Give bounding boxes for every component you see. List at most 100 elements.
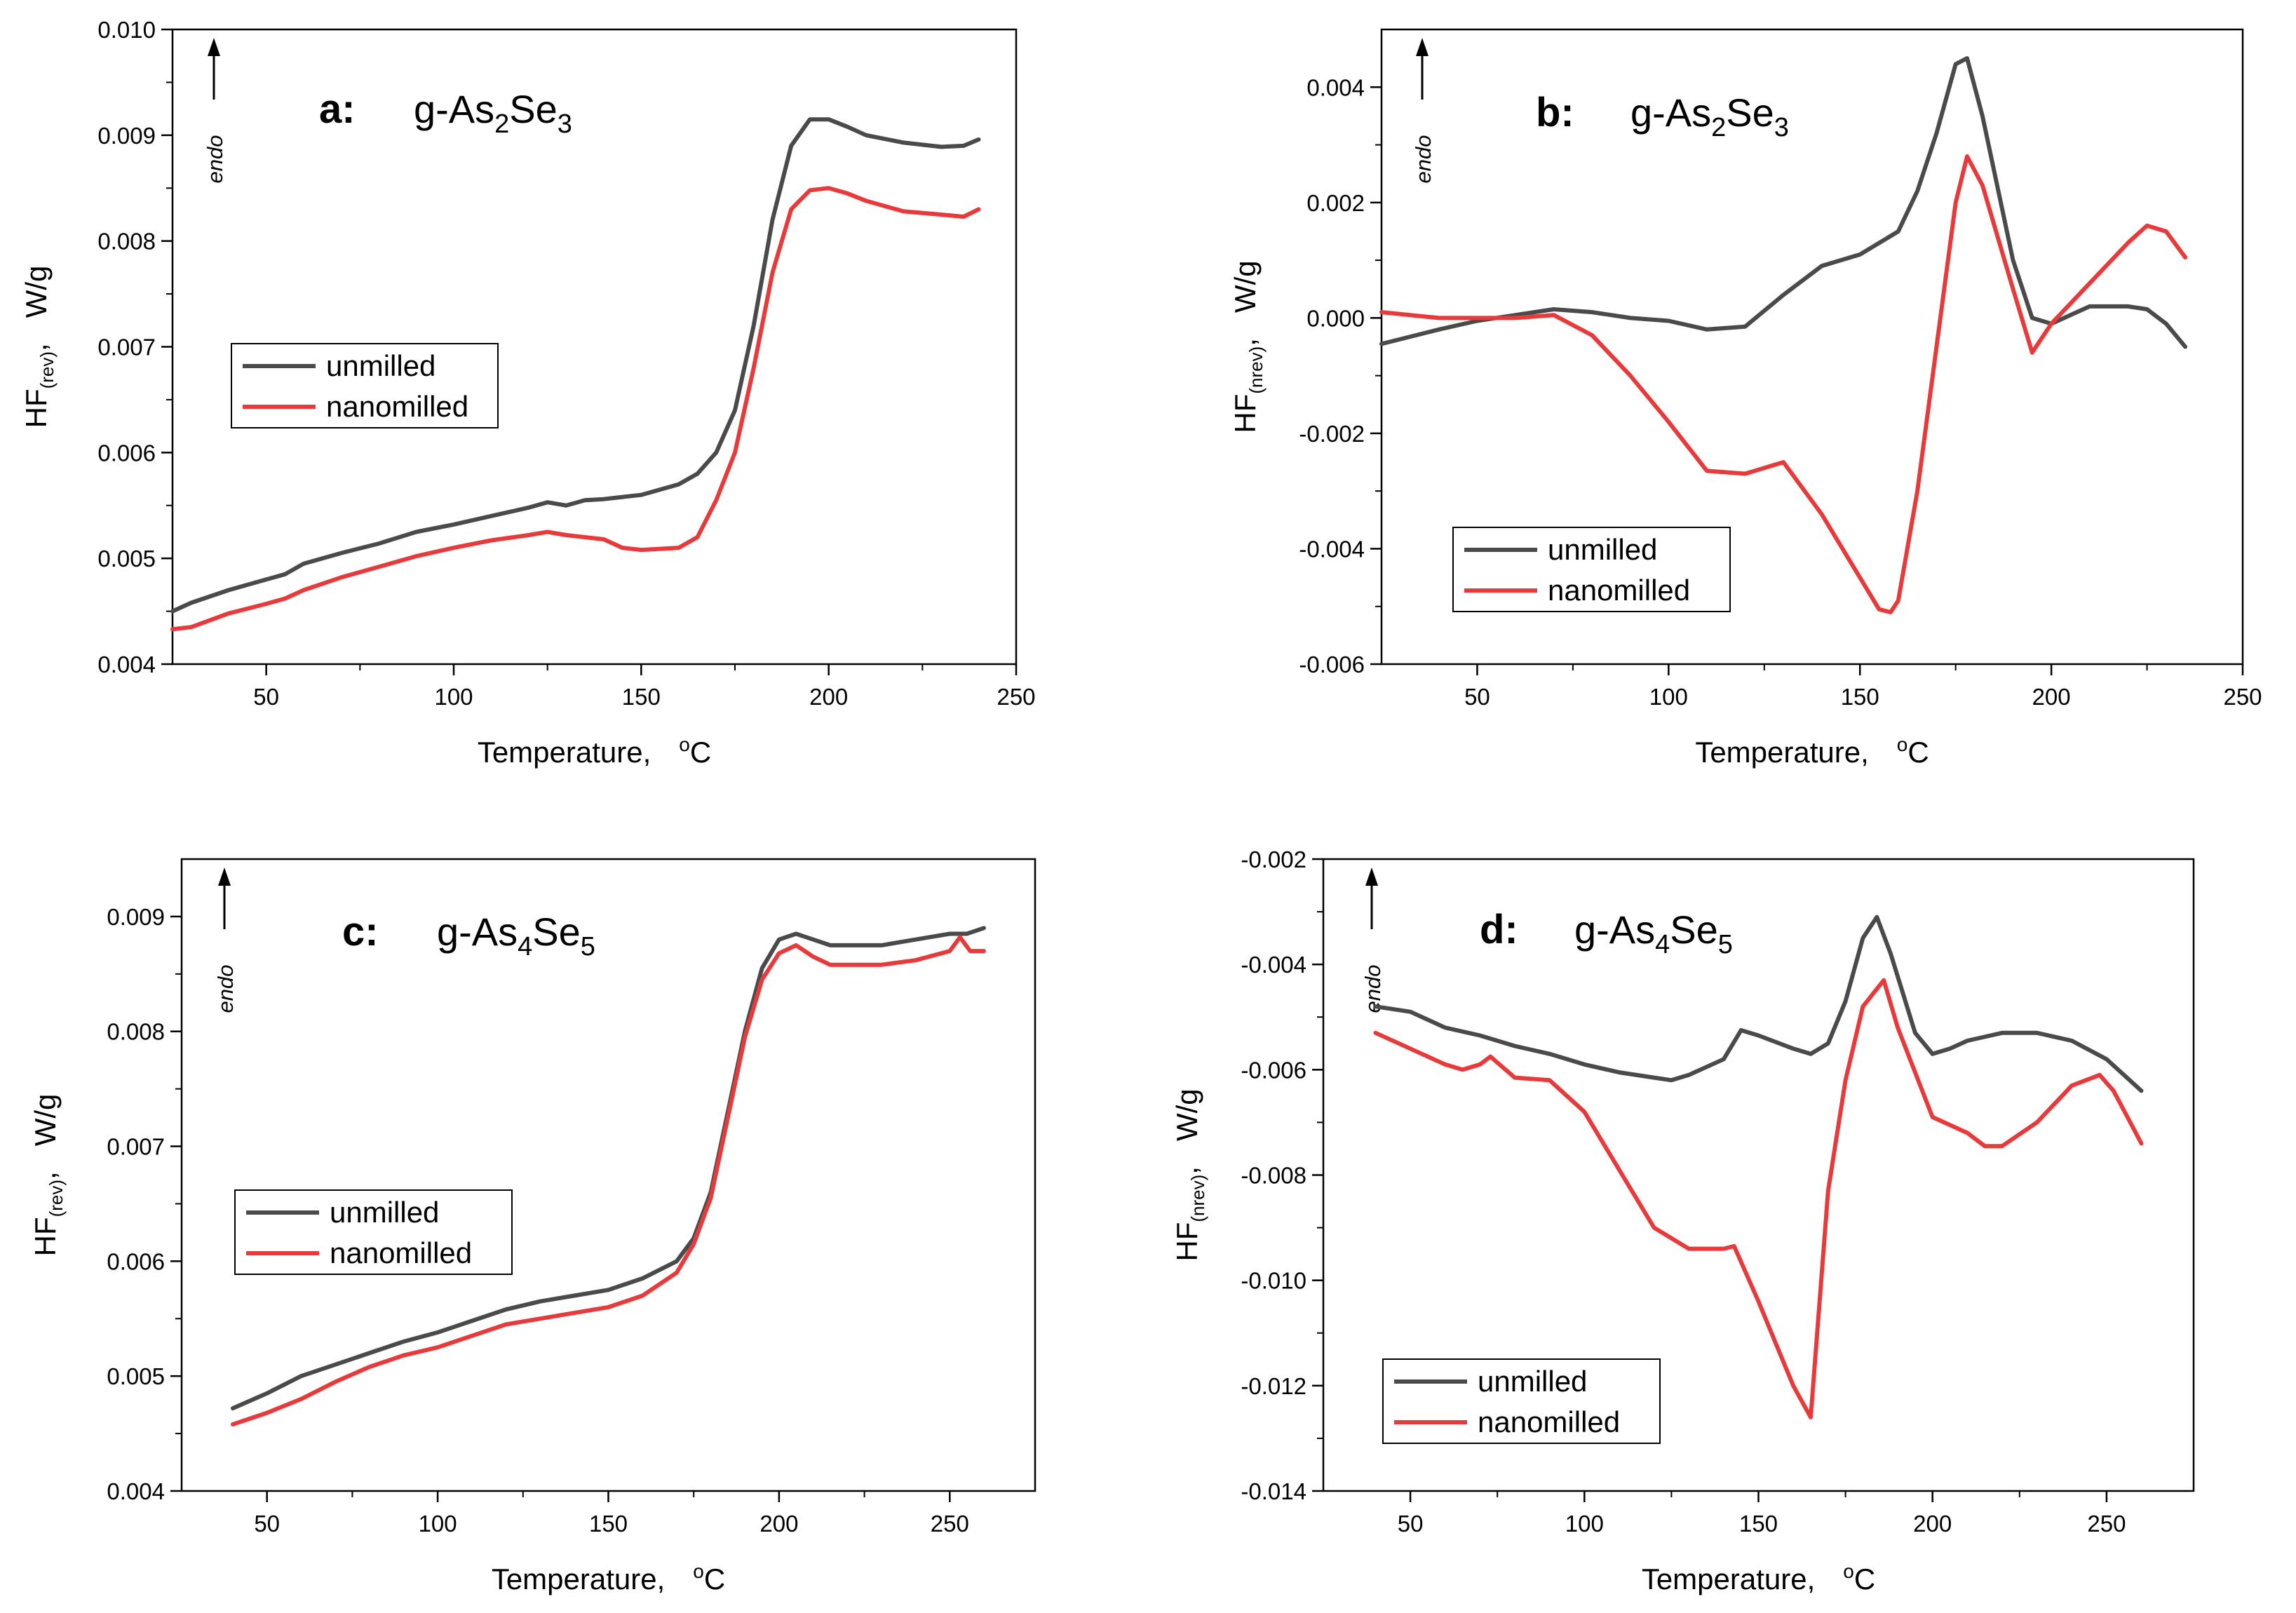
series-line-unmilled: [231, 926, 986, 1411]
panel-title: g-As2Se3: [414, 87, 572, 139]
y-tick-label: 0.004: [1306, 74, 1365, 100]
chart-panel-a: 50 100 150 200 250 0.004 0.005 0.006 0.007 0.008 0…: [20, 17, 1036, 769]
chart-panel-b: 50 100 150 200 250 -0.006 -0.004 -0.002 0.000 0.0…: [1229, 28, 2262, 769]
legend-box: [231, 343, 499, 428]
y-axis-label: HF(rev),W/g: [20, 266, 58, 428]
endo-label: endo: [1360, 965, 1385, 1013]
series-line-unmilled: [1373, 915, 2144, 1093]
panel-title: g-As2Se3: [1630, 90, 1789, 142]
legend-box: [1452, 527, 1731, 612]
series-line-nanomilled: [1373, 978, 2144, 1419]
endo-arrow-head: [218, 868, 231, 886]
y-tick-label: -0.004: [1241, 952, 1306, 978]
legend: unmilled nanomilled: [1382, 1358, 1661, 1444]
series-line-unmilled: [170, 117, 981, 614]
endo-arrow-head: [208, 38, 220, 56]
y-tick-label: 0.004: [97, 652, 156, 677]
x-tick-label: 150: [1841, 684, 1879, 710]
x-tick-label: 100: [434, 684, 473, 710]
legend-label-unmilled: unmilled: [1478, 1365, 1587, 1398]
panel-title: g-As4Se5: [1574, 907, 1733, 959]
endo-label: endo: [213, 965, 238, 1013]
x-tick-label: 50: [1464, 684, 1490, 710]
legend: unmilled nanomilled: [231, 343, 499, 428]
y-tick-label: -0.002: [1299, 421, 1365, 447]
legend-label-nanomilled: nanomilled: [326, 390, 468, 423]
y-tick-label: -0.012: [1241, 1373, 1306, 1399]
legend-label-unmilled: unmilled: [330, 1196, 439, 1229]
x-tick-label: 200: [1913, 1511, 1952, 1537]
x-tick-label: 150: [1739, 1511, 1778, 1537]
x-axis-label: Temperature, oC: [1695, 734, 1929, 769]
legend-label-unmilled: unmilled: [1548, 533, 1657, 566]
legend-box: [1382, 1358, 1661, 1444]
y-tick-label: 0.008: [107, 1019, 165, 1045]
endo-arrow-head: [1416, 38, 1429, 56]
x-tick-label: 100: [1565, 1511, 1604, 1537]
y-axis-label: HF(rev),W/g: [29, 1094, 67, 1257]
y-tick-label: 0.006: [97, 440, 156, 466]
x-tick-label: 250: [997, 684, 1035, 710]
y-axis-label: HF(nrev),W/g: [1170, 1088, 1208, 1261]
legend: unmilled nanomilled: [234, 1189, 513, 1275]
y-tick-label: -0.006: [1299, 652, 1365, 677]
y-tick-label: 0.005: [97, 546, 156, 572]
y-tick-label: -0.008: [1241, 1163, 1306, 1189]
y-tick-label: 0.007: [107, 1134, 165, 1160]
y-tick-label: 0.004: [107, 1478, 165, 1504]
legend-label-nanomilled: nanomilled: [1548, 574, 1690, 607]
endo-label: endo: [1411, 135, 1436, 184]
legend-box: [234, 1189, 513, 1275]
y-tick-label: -0.004: [1299, 536, 1365, 562]
endo-arrow-head: [1365, 868, 1378, 886]
panel-letter: a:: [319, 86, 356, 132]
y-tick-label: 0.000: [1306, 305, 1365, 331]
x-axis-label: Temperature, oC: [478, 734, 711, 769]
legend-label-unmilled: unmilled: [326, 349, 435, 382]
panel-letter: b:: [1536, 90, 1574, 135]
x-tick-label: 150: [622, 684, 661, 710]
y-tick-label: -0.006: [1241, 1057, 1306, 1083]
y-tick-label: 0.008: [97, 229, 156, 255]
y-tick-label: 0.010: [97, 17, 156, 43]
chart-panel-d: 50 100 150 200 250 -0.014 -0.012 -0.010 -0.008 -0…: [1170, 846, 2195, 1595]
x-tick-label: 50: [254, 1511, 280, 1537]
x-axis-label: Temperature, oC: [1642, 1560, 1875, 1595]
y-tick-label: -0.002: [1241, 846, 1306, 872]
panel-letter: d:: [1480, 907, 1518, 952]
legend: unmilled nanomilled: [1452, 527, 1731, 612]
chart-panel-c: 50 100 150 200 250 0.004 0.005 0.006 0.007 0.008 0…: [29, 858, 1036, 1595]
legend-label-nanomilled: nanomilled: [1478, 1405, 1620, 1438]
y-tick-label: 0.009: [107, 904, 165, 930]
x-tick-label: 50: [253, 684, 279, 710]
x-tick-label: 250: [2223, 684, 2262, 710]
x-axis-label: Temperature, oC: [492, 1560, 725, 1595]
panel-title: g-As4Se5: [437, 910, 595, 961]
x-tick-label: 100: [419, 1511, 457, 1537]
x-tick-label: 250: [931, 1511, 969, 1537]
series-line-nanomilled: [231, 935, 986, 1426]
plot-frame: [1380, 28, 2244, 666]
y-tick-label: 0.009: [97, 123, 156, 149]
series-line-nanomilled: [170, 186, 981, 632]
x-tick-label: 200: [2032, 684, 2071, 710]
series-line-nanomilled: [1379, 154, 2188, 614]
x-tick-label: 100: [1649, 684, 1688, 710]
panel-letter: c:: [342, 909, 379, 954]
y-tick-label: -0.010: [1241, 1268, 1306, 1294]
y-tick-label: -0.014: [1241, 1478, 1306, 1504]
x-tick-label: 200: [809, 684, 848, 710]
y-axis-label: HF(nrev),W/g: [1229, 260, 1267, 433]
x-tick-label: 150: [589, 1511, 628, 1537]
x-tick-label: 200: [759, 1511, 798, 1537]
y-tick-label: 0.005: [107, 1363, 165, 1389]
y-tick-label: 0.002: [1306, 190, 1365, 216]
series-line-unmilled: [1379, 56, 2188, 349]
x-tick-label: 50: [1398, 1511, 1424, 1537]
legend-label-nanomilled: nanomilled: [330, 1236, 472, 1269]
x-tick-label: 250: [2087, 1511, 2126, 1537]
endo-label: endo: [203, 135, 227, 184]
y-tick-label: 0.006: [107, 1248, 165, 1274]
y-tick-label: 0.007: [97, 335, 156, 360]
